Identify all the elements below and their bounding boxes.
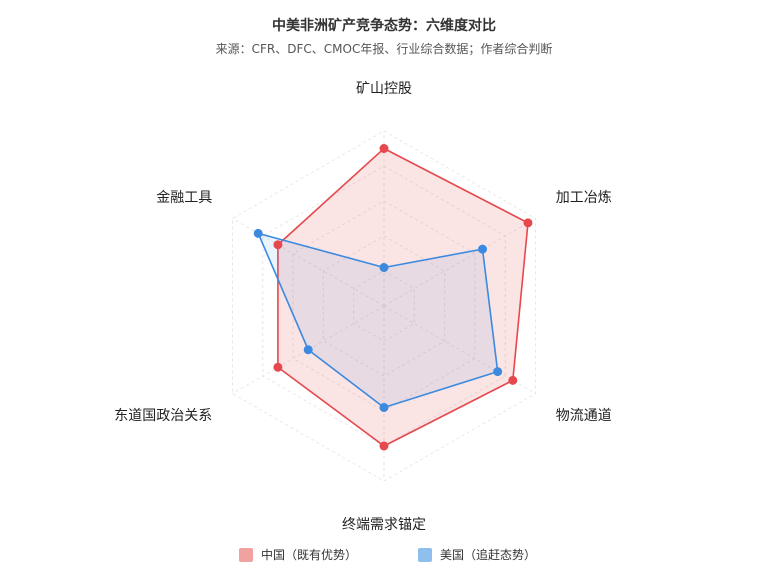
series-points bbox=[253, 144, 533, 451]
grid-ring bbox=[353, 270, 415, 342]
series-0-point-4[interactable] bbox=[273, 362, 283, 372]
series-1-point-2[interactable] bbox=[493, 367, 503, 377]
chart-subtitle: 来源：CFR、DFC、CMOC年报、行业综合数据；作者综合判断 bbox=[215, 42, 553, 56]
series-1-point-5[interactable] bbox=[253, 228, 263, 238]
axis-label-3: 终端需求锚定 bbox=[342, 517, 426, 533]
series-0-point-3[interactable] bbox=[379, 441, 389, 451]
axis-label-0: 矿山控股 bbox=[356, 81, 412, 97]
legend: 中国（既有优势） 美国（追赶态势） bbox=[0, 546, 768, 566]
axis-label-5: 金融工具 bbox=[156, 190, 212, 206]
legend-label-china: 中国（既有优势） bbox=[261, 548, 358, 562]
legend-swatch-china bbox=[239, 547, 253, 562]
grid-spoke bbox=[383, 218, 536, 307]
series-0-point-5[interactable] bbox=[273, 240, 283, 250]
axis-label-2: 物流通道 bbox=[556, 408, 612, 424]
axis-label-1: 加工冶炼 bbox=[556, 190, 612, 206]
series-1-point-3[interactable] bbox=[379, 403, 389, 412]
legend-label-usa: 美国（追赶态势） bbox=[440, 548, 537, 562]
series-1-point-1[interactable] bbox=[478, 244, 488, 254]
series-0-point-0[interactable] bbox=[379, 144, 389, 153]
grid-ring bbox=[322, 235, 446, 377]
legend-item-china[interactable]: 中国（既有优势） bbox=[239, 546, 357, 563]
series-1-point-4[interactable] bbox=[303, 345, 313, 355]
series-0-point-1[interactable] bbox=[523, 218, 533, 228]
legend-swatch-usa bbox=[418, 547, 432, 562]
legend-item-usa[interactable]: 美国（追赶态势） bbox=[418, 546, 536, 563]
series-areas bbox=[257, 147, 529, 447]
grid-spoke bbox=[232, 305, 385, 394]
series-1-point-0[interactable] bbox=[379, 263, 389, 272]
axis-label-4: 东道国政治关系 bbox=[114, 408, 212, 424]
series-0-point-2[interactable] bbox=[508, 375, 518, 385]
chart-title: 中美非洲矿产竞争态势：六维度对比 bbox=[272, 18, 496, 34]
